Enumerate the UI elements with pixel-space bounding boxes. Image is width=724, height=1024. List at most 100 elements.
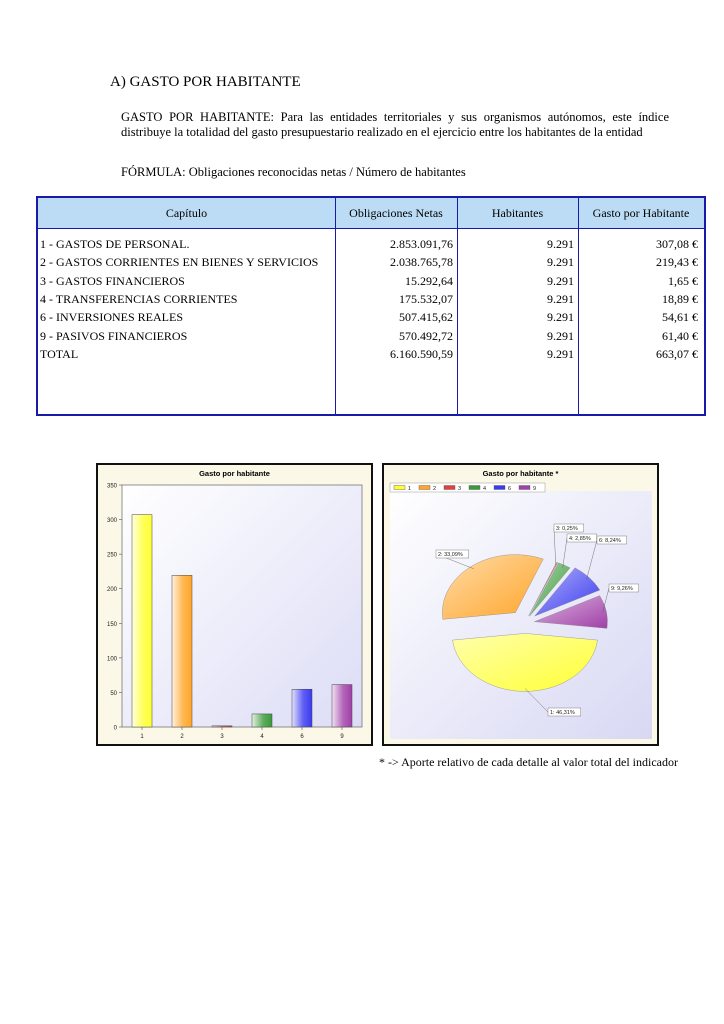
x-tick-label: 9 (340, 734, 344, 740)
bar-6 (291, 688, 313, 728)
y-tick-label: 350 (107, 484, 118, 490)
indicator-formula: FÓRMULA: Obligaciones reconocidas netas … (121, 165, 466, 179)
legend-label: 6 (508, 486, 511, 492)
cell-capitulo: TOTAL (40, 346, 79, 361)
cell-habitantes: 9.291 (547, 346, 574, 361)
cell-obligaciones: 175.532,07 (399, 291, 453, 306)
x-tick-label: 2 (180, 734, 184, 740)
x-tick-label: 1 (140, 734, 144, 740)
legend-label: 3 (458, 486, 461, 492)
table-row: TOTAL 6.160.590,59 9.291 663,07 € (38, 345, 704, 363)
y-tick-label: 150 (107, 622, 118, 628)
y-tick-label: 250 (107, 553, 118, 559)
cell-capitulo: 6 - INVERSIONES REALES (40, 310, 183, 325)
cell-obligaciones: 507.415,62 (399, 310, 453, 325)
slice-label-box (435, 549, 469, 559)
column-divider (457, 198, 458, 414)
slice-label: 9: 9,26% (611, 586, 633, 592)
legend-label: 4 (483, 486, 486, 492)
table-row: 3 - GASTOS FINANCIEROS 15.292,64 9.291 1,65… (38, 272, 704, 290)
slice-label-box (608, 583, 639, 593)
bar-chart-panel: Gasto por habitante 0 50 100 150 200 250 300 35… (96, 463, 373, 746)
slice-label: 3: 0,25% (556, 526, 578, 532)
y-tick-label: 200 (107, 587, 118, 593)
cell-habitantes: 9.291 (547, 255, 574, 270)
pie-slice-1 (452, 633, 598, 692)
cell-gasto: 663,07 € (656, 346, 698, 361)
cell-obligaciones: 2.038.765,78 (390, 255, 453, 270)
label-leader (586, 539, 598, 580)
cell-capitulo: 1 - GASTOS DE PERSONAL. (40, 237, 190, 251)
legend-label: 1 (408, 486, 411, 492)
cell-gasto: 219,43 € (656, 255, 698, 270)
legend-label: 9 (533, 486, 536, 492)
bar-9 (331, 684, 353, 728)
legend-swatch (418, 485, 431, 490)
y-tick-label: 300 (107, 518, 118, 524)
cell-gasto: 61,40 € (662, 328, 698, 343)
x-tick-label: 6 (300, 734, 304, 740)
cell-obligaciones: 2.853.091,76 (390, 237, 453, 251)
cell-obligaciones: 6.160.590,59 (390, 346, 453, 361)
cell-obligaciones: 15.292,64 (405, 273, 453, 288)
y-tick-label: 50 (110, 691, 117, 697)
x-tick-label: 3 (220, 734, 224, 740)
cell-capitulo: 9 - PASIVOS FINANCIEROS (40, 328, 188, 343)
pie-chart-panel: Gasto por habitante * 1 2 3 4 6 9 1: 46,31% 2: … (382, 463, 659, 746)
table-row: 9 - PASIVOS FINANCIEROS 570.492,72 9.291 61… (38, 327, 704, 345)
cell-obligaciones: 570.492,72 (399, 328, 453, 343)
chart-footnote: * -> Aporte relativo de cada detalle al … (379, 755, 678, 769)
cell-habitantes: 9.291 (547, 273, 574, 288)
legend-swatch (393, 485, 406, 490)
slice-label-box (566, 533, 597, 543)
table-header (38, 198, 704, 229)
header-gasto-habitante: Gasto por Habitante (592, 206, 690, 220)
pie-slice-9 (534, 595, 608, 629)
table-row: 1 - GASTOS DE PERSONAL. 2.853.091,76 9.291… (38, 235, 704, 253)
data-table: Capítulo Obligaciones Netas Habitantes G… (36, 196, 706, 416)
bar-1 (131, 514, 153, 728)
table-row: 4 - TRANSFERENCIAS CORRIENTES 175.532,07 9… (38, 290, 704, 308)
cell-gasto: 307,08 € (656, 237, 698, 251)
pie-slice-4 (529, 562, 571, 617)
column-divider (335, 198, 336, 414)
label-leader (602, 587, 610, 613)
table-row: 6 - INVERSIONES REALES 507.415,62 9.291 54,… (38, 308, 704, 326)
pie-slice-3 (528, 561, 558, 616)
column-divider (578, 198, 579, 414)
table-row: 2 - GASTOS CORRIENTES EN BIENES Y SERVIC… (38, 253, 704, 271)
pie-chart-title: Gasto por habitante * (482, 469, 559, 478)
cell-habitantes: 9.291 (547, 291, 574, 306)
bar-chart-title: Gasto por habitante (199, 469, 270, 478)
cell-gasto: 54,61 € (662, 310, 698, 325)
label-leader (553, 527, 556, 566)
cell-gasto: 1,65 € (668, 273, 698, 288)
x-tick-label: 4 (260, 734, 264, 740)
cell-capitulo: 3 - GASTOS FINANCIEROS (40, 273, 185, 288)
label-leader (524, 688, 549, 713)
bar-4 (251, 713, 273, 728)
bar-3 (211, 725, 233, 728)
slice-label: 4: 2,85% (569, 536, 591, 542)
pie-slice-6 (534, 567, 601, 617)
pie-chart: 1 2 3 4 6 9 1: 46,31% 2: 33,09% 3: 0,25% 4: 2,85%… (389, 482, 652, 739)
header-capitulo: Capítulo (165, 206, 208, 220)
y-tick-label: 0 (114, 726, 118, 732)
legend-swatch (518, 485, 531, 490)
cell-habitantes: 9.291 (547, 237, 574, 251)
pie-legend: 1 2 3 4 6 9 (389, 482, 546, 493)
slice-label-box (553, 523, 584, 533)
bar-chart: 0 50 100 150 200 250 300 350 1 2 3 4 6 9 (107, 484, 363, 740)
cell-capitulo: 4 - TRANSFERENCIAS CORRIENTES (40, 291, 238, 306)
slice-label-box (596, 535, 627, 545)
plot-area (121, 484, 363, 728)
cell-habitantes: 9.291 (547, 328, 574, 343)
cell-habitantes: 9.291 (547, 310, 574, 325)
bar-2 (171, 575, 193, 728)
slice-label: 6: 8,24% (599, 538, 621, 544)
pie-slice-2 (442, 554, 544, 620)
header-obligaciones: Obligaciones Netas (349, 206, 443, 220)
legend-label: 2 (433, 486, 436, 492)
legend-swatch (443, 485, 456, 490)
section-heading: A) GASTO POR HABITANTE (110, 74, 301, 90)
